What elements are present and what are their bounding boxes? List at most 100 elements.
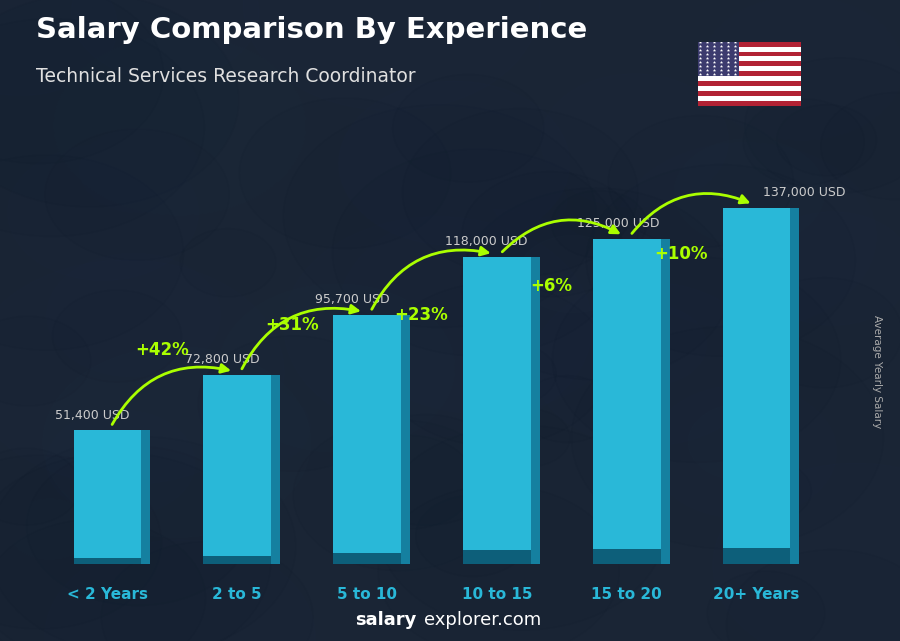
Circle shape (45, 540, 315, 641)
Bar (698, 42, 739, 76)
Bar (74, 558, 141, 564)
Circle shape (508, 169, 659, 277)
Circle shape (821, 92, 900, 199)
Text: 10 to 15: 10 to 15 (462, 587, 532, 603)
Circle shape (533, 282, 762, 446)
Polygon shape (661, 239, 670, 564)
Circle shape (0, 448, 80, 525)
Circle shape (553, 257, 841, 462)
Text: 125,000 USD: 125,000 USD (578, 217, 660, 230)
Text: +6%: +6% (530, 278, 572, 296)
Circle shape (753, 212, 900, 326)
Circle shape (219, 284, 454, 452)
Circle shape (840, 219, 900, 279)
Text: 20+ Years: 20+ Years (714, 587, 800, 603)
Polygon shape (531, 257, 540, 564)
Circle shape (713, 463, 900, 641)
Text: 51,400 USD: 51,400 USD (56, 408, 130, 422)
Text: +42%: +42% (135, 342, 189, 360)
Bar (698, 47, 801, 51)
Bar (698, 56, 801, 62)
Polygon shape (271, 375, 280, 564)
Circle shape (511, 0, 815, 181)
Circle shape (605, 58, 839, 224)
Circle shape (518, 235, 627, 313)
Text: +31%: +31% (265, 317, 319, 335)
Circle shape (605, 113, 704, 183)
Text: 15 to 20: 15 to 20 (591, 587, 662, 603)
Circle shape (0, 0, 238, 207)
Circle shape (582, 159, 794, 310)
Bar (698, 86, 801, 91)
Circle shape (22, 3, 130, 79)
Circle shape (255, 366, 454, 508)
Circle shape (402, 108, 638, 276)
Circle shape (0, 0, 117, 96)
Bar (333, 315, 400, 564)
Bar (203, 375, 271, 564)
Bar (723, 208, 790, 564)
Text: explorer.com: explorer.com (424, 612, 541, 629)
Bar (74, 431, 141, 564)
Bar (464, 257, 531, 564)
Text: 5 to 10: 5 to 10 (338, 587, 397, 603)
Circle shape (726, 549, 900, 641)
Text: Average Yearly Salary: Average Yearly Salary (872, 315, 883, 428)
Bar (593, 239, 661, 564)
Bar (698, 76, 801, 81)
Bar (698, 42, 801, 47)
Circle shape (745, 58, 900, 193)
Circle shape (243, 0, 540, 110)
Circle shape (777, 104, 877, 176)
Circle shape (626, 125, 900, 320)
Text: +10%: +10% (654, 246, 708, 263)
Text: < 2 Years: < 2 Years (67, 587, 148, 603)
Bar (203, 556, 271, 564)
Text: +23%: +23% (395, 306, 448, 324)
Circle shape (674, 138, 824, 246)
Text: 118,000 USD: 118,000 USD (445, 235, 527, 249)
Polygon shape (790, 208, 799, 564)
Bar (698, 81, 801, 86)
Circle shape (248, 513, 346, 583)
Circle shape (652, 341, 796, 444)
Circle shape (0, 19, 204, 237)
Bar (698, 62, 801, 66)
Text: Salary Comparison By Experience: Salary Comparison By Experience (36, 16, 587, 44)
Circle shape (547, 367, 643, 436)
Circle shape (180, 229, 276, 297)
Circle shape (26, 447, 249, 606)
Bar (333, 553, 400, 564)
Bar (698, 71, 801, 76)
Text: salary: salary (356, 612, 417, 629)
Circle shape (198, 126, 320, 213)
Circle shape (392, 74, 544, 182)
Circle shape (52, 290, 182, 382)
Bar (698, 91, 801, 96)
Circle shape (332, 149, 623, 356)
Circle shape (541, 74, 728, 208)
Bar (464, 550, 531, 564)
Circle shape (0, 260, 284, 485)
Text: 95,700 USD: 95,700 USD (315, 294, 390, 306)
Text: 2 to 5: 2 to 5 (212, 587, 262, 603)
Circle shape (0, 455, 161, 629)
Text: Technical Services Research Coordinator: Technical Services Research Coordinator (36, 67, 416, 87)
Polygon shape (141, 431, 150, 564)
Circle shape (377, 425, 665, 630)
Circle shape (461, 188, 731, 380)
Circle shape (586, 165, 855, 356)
Bar (723, 548, 790, 564)
Circle shape (253, 294, 558, 512)
Circle shape (590, 59, 786, 199)
Circle shape (594, 305, 706, 385)
Circle shape (348, 415, 504, 525)
Circle shape (7, 499, 93, 560)
Circle shape (416, 495, 529, 576)
Circle shape (239, 98, 451, 249)
Circle shape (43, 347, 310, 538)
Text: 72,800 USD: 72,800 USD (185, 353, 260, 366)
Circle shape (338, 81, 570, 246)
Polygon shape (400, 315, 410, 564)
Circle shape (54, 36, 306, 215)
